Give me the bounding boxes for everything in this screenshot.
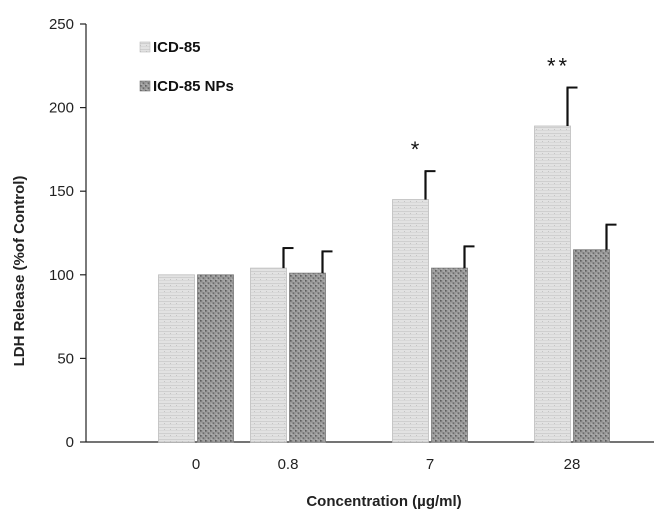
x-axis-title: Concentration (µg/ml) [306, 493, 461, 510]
bar-icd-85-nps-0-8 [289, 272, 326, 443]
bar-icd-85-nps-7 [431, 267, 468, 443]
y-tick-label: 200 [49, 100, 74, 117]
error-bars [282, 86, 617, 274]
bar-icd-85-nps-0 [197, 274, 234, 443]
x-tick-label: 7 [426, 456, 434, 473]
significance-annotations: *** [411, 54, 570, 163]
bar-icd-85-28 [534, 125, 571, 443]
y-tick-label: 50 [57, 350, 74, 367]
bar-icd-85-0 [158, 274, 195, 443]
bar-icd-85-7 [392, 199, 429, 443]
significance-marker: ** [547, 54, 570, 79]
x-tick-label: 28 [564, 456, 581, 473]
y-tick-label: 0 [66, 434, 74, 451]
y-tick-label: 150 [49, 183, 74, 200]
legend-label-icd-85: ICD-85 [153, 39, 201, 56]
y-tick-label: 100 [49, 267, 74, 284]
x-axis: 0 0.8 7 28 [86, 441, 654, 473]
y-axis-title: LDH Release (%of Control) [11, 176, 28, 367]
legend-swatch-icd-85 [139, 41, 151, 53]
legend-swatch-icd-85-nps [139, 80, 151, 92]
x-tick-label: 0 [192, 456, 200, 473]
x-tick-label: 0.8 [278, 456, 299, 473]
bars [158, 125, 610, 443]
bar-icd-85-nps-28 [573, 249, 610, 443]
y-axis: 0 50 100 150 200 250 [49, 16, 87, 451]
legend: ICD-85 ICD-85 NPs [139, 39, 234, 95]
y-tick-label: 250 [49, 16, 74, 33]
bar-icd-85-0-8 [250, 267, 287, 443]
legend-label-icd-85-nps: ICD-85 NPs [153, 78, 234, 95]
significance-marker: * [411, 137, 423, 162]
